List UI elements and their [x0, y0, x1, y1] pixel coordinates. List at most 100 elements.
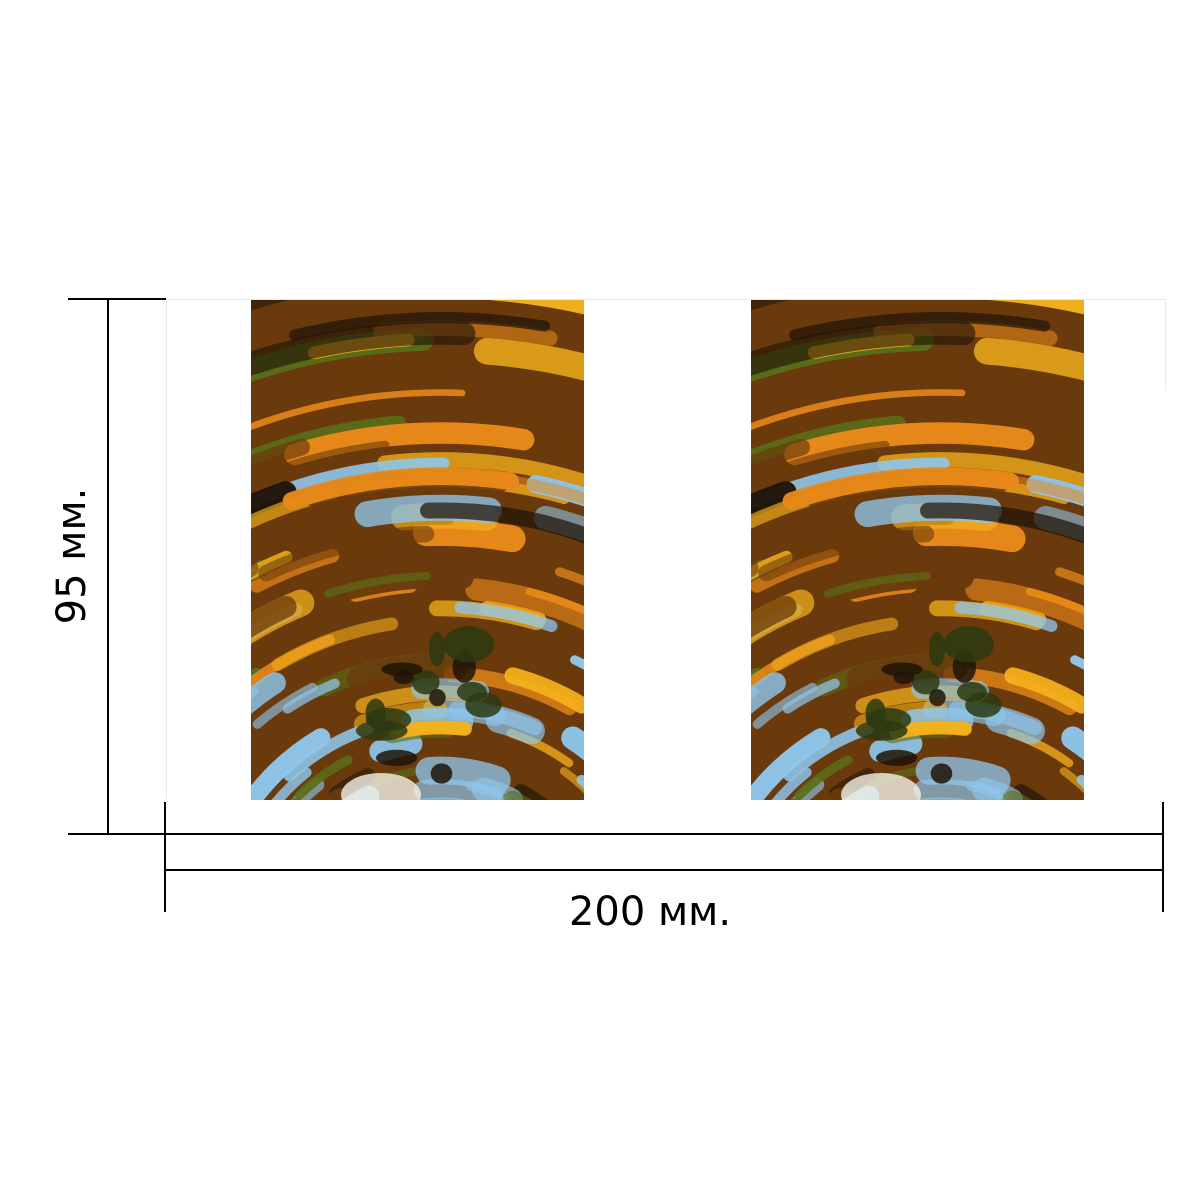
swirl-streak — [913, 779, 1004, 800]
swirl-dark-spot — [365, 708, 412, 732]
swirl-streak — [473, 337, 584, 381]
swirl-streak — [251, 728, 331, 800]
width-ext-right — [1162, 802, 1164, 912]
swirl-streak — [1076, 774, 1084, 789]
swirl-streak — [282, 467, 520, 510]
swirl-dark-spot — [965, 692, 1002, 718]
swirl-streak — [576, 774, 584, 789]
swirl-streak — [1061, 726, 1084, 761]
swirl-streak — [555, 567, 584, 586]
swirl-light-glow — [841, 773, 921, 800]
swirl-streak — [454, 601, 558, 632]
swirl-streak — [465, 578, 584, 631]
swirl-streak — [763, 440, 890, 479]
swirl-dark-spot — [865, 708, 912, 732]
swirl-streak — [282, 678, 340, 714]
swirl-streak — [752, 682, 818, 729]
swirl-streak — [323, 572, 431, 598]
swirl-dark-spot — [876, 749, 918, 766]
product-outline-right — [1165, 299, 1166, 391]
width-ext-left — [164, 802, 166, 912]
swirl-streak — [758, 525, 935, 582]
swirl-streak — [1013, 784, 1048, 800]
swirl-streak — [970, 569, 1084, 606]
swirl-streak — [869, 732, 923, 763]
swirl-streak — [412, 519, 526, 553]
swirl-streak — [294, 755, 353, 800]
swirl-streak — [751, 481, 797, 518]
swirl-dark-spot — [943, 626, 994, 663]
swirl-dark-spot — [912, 670, 940, 695]
swirl-dark-spot — [465, 692, 502, 718]
width-label: 200 мм. — [568, 889, 732, 935]
width-top-line — [164, 833, 1164, 835]
swirl-image-left — [251, 300, 584, 800]
swirl-dark-spot — [428, 631, 446, 667]
swirl-streak — [751, 595, 797, 639]
height-label: 95 мм. — [49, 487, 95, 625]
swirl-streak — [561, 726, 584, 761]
swirl-streak — [954, 601, 1058, 632]
swirl-streak — [1025, 587, 1084, 615]
swirl-streak — [751, 389, 966, 431]
swirl-streak — [284, 422, 535, 466]
swirl-streak — [782, 467, 1020, 510]
swirl-streak — [251, 321, 476, 376]
swirl-streak — [965, 578, 1084, 631]
swirl-streak — [335, 356, 455, 383]
height-dim-line — [107, 299, 109, 834]
swirl-streak — [789, 312, 1050, 341]
swirl-streak — [251, 595, 297, 639]
swirl-streak — [420, 502, 584, 544]
swirl-streak — [900, 707, 974, 734]
swirl-streak — [973, 337, 1084, 381]
swirl-streak — [1004, 667, 1084, 714]
swirl-streak — [751, 438, 810, 474]
swirl-streak — [559, 767, 584, 794]
width-dim-line — [164, 869, 1164, 871]
height-ext-top — [68, 298, 166, 300]
swirl-streak — [835, 356, 955, 383]
swirl-streak — [771, 617, 899, 671]
swirl-streak — [751, 728, 831, 800]
swirl-dark-spot — [443, 626, 494, 663]
swirl-streak — [251, 438, 310, 474]
swirl-streak — [271, 617, 399, 671]
swirl-streak — [1059, 767, 1084, 794]
swirl-streak — [369, 732, 423, 763]
swirl-streak — [912, 519, 1026, 553]
swirl-image-right — [751, 300, 1084, 800]
swirl-dark-spot — [881, 662, 923, 677]
swirl-dark-spot — [929, 689, 946, 707]
swirl-streak — [470, 569, 584, 606]
swirl-streak — [823, 572, 931, 598]
swirl-streak — [504, 667, 584, 714]
swirl-streak — [784, 422, 1035, 466]
swirl-streak — [413, 779, 504, 800]
swirl-streak — [251, 389, 466, 431]
swirl-light-glow — [341, 773, 421, 800]
swirl-dark-spot — [928, 631, 946, 667]
swirl-streak — [782, 678, 840, 714]
print-panel-right — [751, 300, 1084, 800]
print-panel-left — [251, 300, 584, 800]
swirl-streak — [751, 672, 786, 715]
swirl-streak — [771, 767, 812, 800]
swirl-streak — [400, 707, 474, 734]
swirl-dark-spot — [376, 749, 418, 766]
swirl-streak — [251, 672, 286, 715]
swirl-streak — [252, 682, 318, 729]
swirl-streak — [263, 440, 390, 479]
swirl-streak — [258, 525, 435, 582]
swirl-streak — [794, 755, 853, 800]
swirl-dark-spot — [930, 763, 953, 784]
swirl-dark-spot — [429, 689, 446, 707]
swirl-streak — [251, 481, 297, 518]
swirl-streak — [1055, 567, 1084, 586]
swirl-dark-spot — [412, 670, 440, 695]
swirl-dark-spot — [381, 662, 423, 677]
height-ext-bottom — [68, 833, 166, 835]
swirl-streak — [920, 502, 1084, 544]
swirl-streak — [513, 784, 548, 800]
